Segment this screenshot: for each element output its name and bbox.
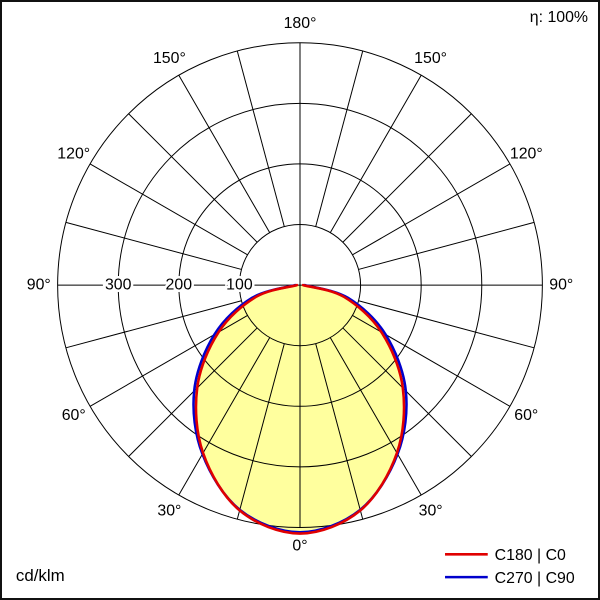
grid-spoke [315,343,364,520]
angle-label: 90° [549,276,573,293]
radial-tick-label: 100 [226,276,253,293]
grid-spoke [358,300,535,349]
grid-spoke [352,163,511,256]
angle-label: 150° [414,50,447,67]
grid-spoke [178,74,271,233]
efficiency-label: η: 100% [530,9,588,26]
grid-spoke [128,113,258,243]
grid-spoke [342,113,472,243]
grid-spoke [352,314,511,407]
grid-spoke [315,50,364,227]
axis-labels-layer: 0° 30° 30° 60° 60° 90° 90° 120° 120° 150° 150° 180°… [27,15,574,554]
grid-spoke [178,337,271,496]
angle-label: 120° [57,146,90,163]
intensity-curves-layer [192,283,408,535]
angle-label: 60° [62,407,86,424]
angle-label: 60° [514,407,538,424]
angle-label: 90° [27,276,51,293]
grid-spoke [236,343,285,520]
angle-label: 30° [419,503,443,520]
grid-spoke [89,314,248,407]
legend: C180 | C0 C270 | C90 [445,547,575,587]
legend-label-c180-c0: C180 | C0 [495,547,566,564]
unit-label: cd/klm [16,566,65,585]
grid-spoke [65,221,242,270]
radial-tick-label: 200 [166,276,193,293]
grid-spoke [329,74,422,233]
grid-spoke [236,50,285,227]
curve-c180-c0 [194,283,406,535]
angle-label: 30° [157,503,181,520]
radial-tick-label: 300 [105,276,132,293]
grid-spoke [358,221,535,270]
grid-spoke [329,337,422,496]
angle-label: 120° [510,146,543,163]
legend-label-c270-c90: C270 | C90 [495,570,575,587]
angle-label: 180° [284,15,317,32]
angle-label: 0° [292,538,307,555]
grid-spoke [89,163,248,256]
grid-spoke [65,300,242,349]
angle-label: 150° [153,50,186,67]
